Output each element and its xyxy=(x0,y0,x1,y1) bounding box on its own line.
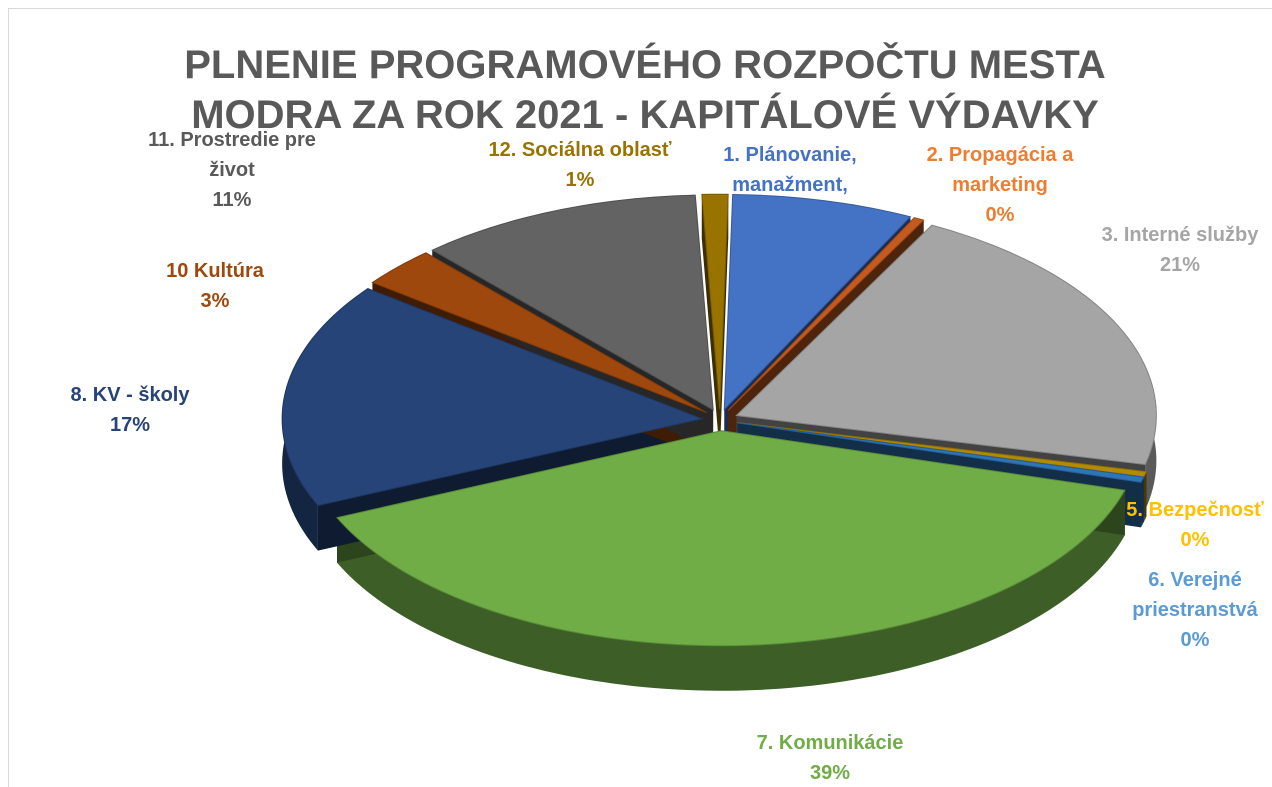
data-label: 8. KV - školy 17% xyxy=(30,380,230,440)
slice-wall xyxy=(432,195,714,456)
slice xyxy=(336,430,1126,647)
category-label: 12. Sociálna oblasť xyxy=(488,139,672,161)
category-label: 1. Plánovanie, manažment, kontrola... xyxy=(723,144,857,226)
slice xyxy=(723,194,912,411)
value-label: 11% xyxy=(212,189,252,211)
chart-title: PLNENIE PROGRAMOVÉHO ROZPOČTU MESTA MODR… xyxy=(184,43,1106,137)
slice xyxy=(735,224,1157,466)
slice-side xyxy=(337,490,1125,691)
data-label: 3. Interné služby 21% xyxy=(1080,220,1272,280)
data-label: 11. Prostredie pre život 11% xyxy=(132,125,332,215)
data-label: 12. Sociálna oblasť 1% xyxy=(460,135,700,195)
chart-frame xyxy=(8,8,1272,787)
data-label: 5. Bezpečnosť 0% xyxy=(1115,495,1272,555)
slice xyxy=(737,422,1145,483)
category-label: 5. Bezpečnosť xyxy=(1126,499,1264,521)
value-label: 0% xyxy=(985,204,1015,226)
value-label: 21% xyxy=(1159,254,1201,276)
category-label: 8. KV - školy xyxy=(70,384,190,406)
slice xyxy=(371,252,708,414)
category-label: 3. Interné služby xyxy=(1101,224,1259,246)
data-label: 1. Plánovanie, manažment, kontrola... xyxy=(710,140,870,230)
data-label: 7. Komunikácie 39% xyxy=(705,728,955,787)
value-label: 3% xyxy=(200,290,230,312)
value-label: 1% xyxy=(565,169,595,191)
category-label: 7. Komunikácie xyxy=(756,732,904,754)
category-label: 2. Propagácia a marketing xyxy=(926,144,1074,196)
value-label: 17% xyxy=(109,414,151,436)
value-label: 0% xyxy=(1180,629,1210,651)
category-label: 11. Prostredie pre život xyxy=(148,129,316,181)
slice xyxy=(727,217,925,411)
category-label: 10 Kultúra xyxy=(166,260,264,282)
data-label: 2. Propagácia a marketing 0% xyxy=(910,140,1090,230)
category-label: 6. Verejné priestranstvá xyxy=(1132,569,1258,621)
slice-wall xyxy=(701,194,729,455)
data-label: 6. Verejné priestranstvá 0% xyxy=(1110,565,1272,655)
slice xyxy=(701,193,729,410)
slice xyxy=(281,288,704,507)
data-label: 10 Kultúra 3% xyxy=(135,256,295,316)
value-label: 0% xyxy=(1180,529,1210,551)
slice xyxy=(431,194,714,411)
value-label: 39% xyxy=(809,762,851,784)
